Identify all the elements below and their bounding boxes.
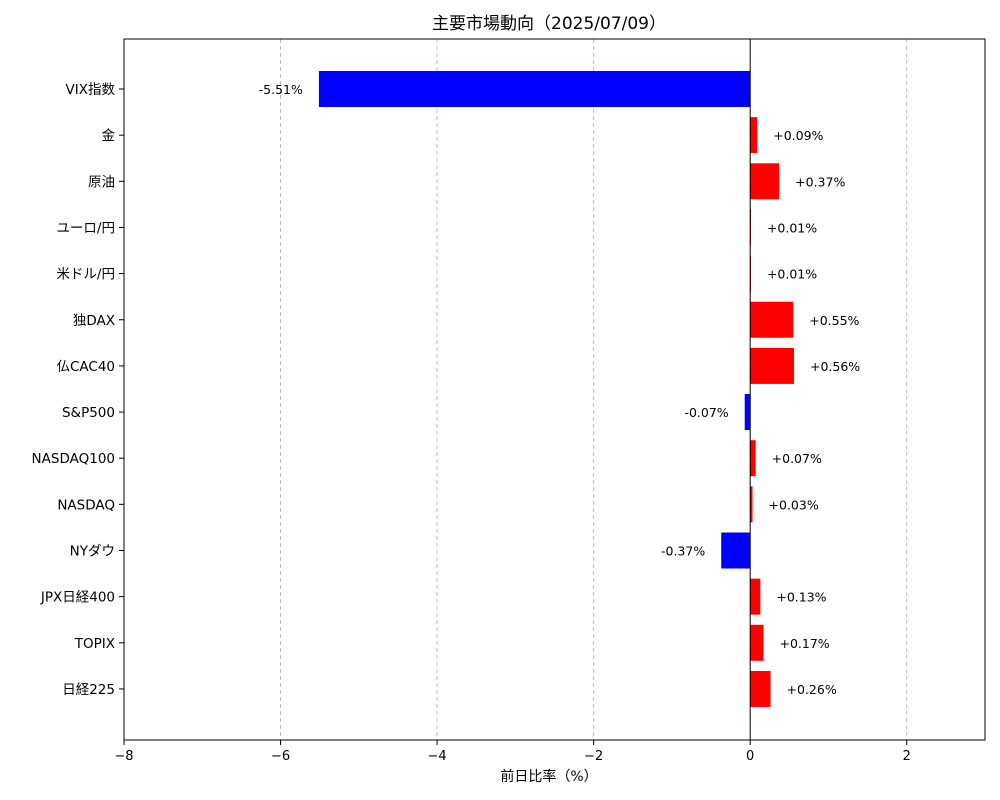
x-tick-label: −8 [114,749,133,764]
data-label: +0.09% [773,128,823,143]
data-label: -0.37% [661,544,705,559]
bar [750,301,794,338]
x-tick-label: −4 [428,749,447,764]
category-label: NASDAQ [57,497,115,513]
data-label: +0.55% [809,313,859,328]
x-tick-label: 2 [903,749,911,764]
bar [750,163,780,200]
data-label: +0.26% [787,682,837,697]
category-label: 金 [102,128,116,144]
bars [318,71,795,707]
bar [750,117,758,154]
category-label: S&P500 [62,405,115,421]
data-label: +0.07% [772,451,822,466]
data-label: -0.07% [684,405,728,420]
data-label: +0.56% [810,359,860,374]
bar [750,624,764,661]
data-label: +0.01% [767,267,817,282]
x-tick-label: −2 [584,749,603,764]
x-axis-label: 前日比率（%） [500,768,597,785]
data-label: +0.03% [769,497,819,512]
x-tick-label: −6 [271,749,290,764]
category-label: 日経225 [62,682,115,698]
data-label: +0.17% [779,636,829,651]
x-axis-ticks: −8 −6 −4 −2 0 2 [114,740,911,764]
category-label: NASDAQ100 [32,451,115,467]
bar [750,486,753,523]
bar [744,394,751,431]
x-tick-label: 0 [746,749,754,764]
category-label: NYダウ [70,544,115,560]
category-label: 仏CAC40 [56,359,115,375]
data-labels: -5.51% +0.09% +0.37% +0.01% +0.01% +0.55% +0.5… [259,82,861,697]
bar [750,670,771,707]
category-label: ユーロ/円 [56,220,115,236]
bar [750,347,795,384]
category-label: 独DAX [73,313,115,329]
category-label: 米ドル/円 [56,267,115,283]
chart-title: 主要市場動向（2025/07/09） [432,14,666,34]
category-label: TOPIX [74,636,115,652]
bar [750,578,761,615]
bar [318,71,751,107]
data-label: +0.37% [795,174,845,189]
plot-frame [123,38,986,741]
data-label: -5.51% [259,82,303,97]
bar [750,440,756,477]
data-label: +0.01% [767,220,817,235]
data-label: +0.13% [776,590,826,605]
category-label: 原油 [88,174,115,190]
category-label: VIX指数 [66,82,116,98]
bar [721,532,751,569]
category-label: JPX日経400 [40,590,115,606]
